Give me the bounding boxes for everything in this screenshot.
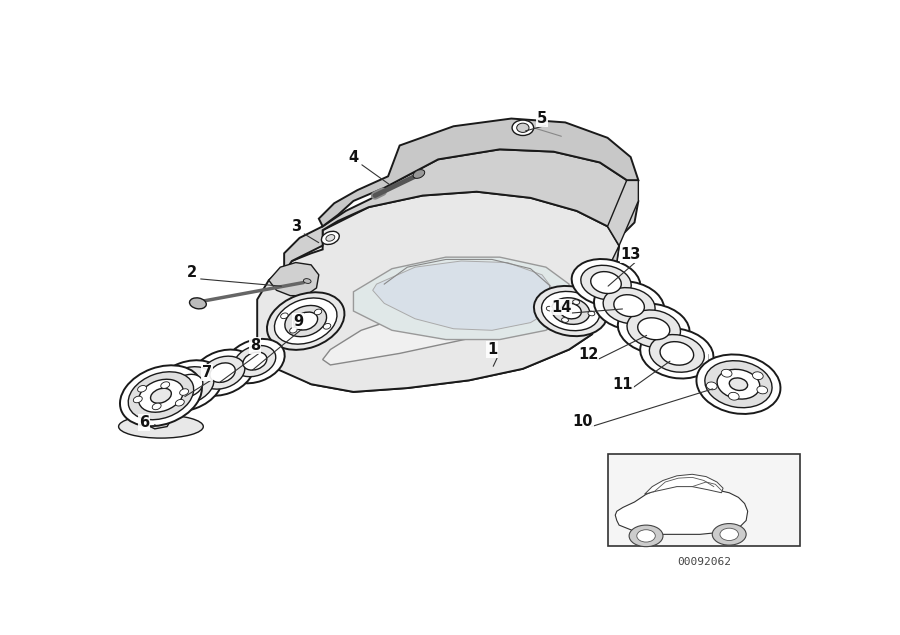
Ellipse shape	[162, 367, 214, 404]
Ellipse shape	[542, 291, 599, 331]
Text: 1: 1	[487, 342, 497, 357]
Text: 3: 3	[291, 219, 301, 234]
Ellipse shape	[712, 524, 746, 545]
Ellipse shape	[594, 281, 664, 330]
Ellipse shape	[210, 363, 235, 382]
Text: 7: 7	[202, 365, 212, 380]
Ellipse shape	[176, 399, 184, 406]
Text: 9: 9	[292, 314, 303, 328]
Text: 11: 11	[613, 377, 634, 392]
Ellipse shape	[180, 389, 189, 396]
Ellipse shape	[243, 352, 266, 370]
Ellipse shape	[150, 388, 171, 403]
Ellipse shape	[650, 335, 705, 372]
Ellipse shape	[580, 265, 631, 300]
Ellipse shape	[534, 286, 608, 336]
Polygon shape	[373, 261, 554, 330]
Ellipse shape	[225, 339, 284, 384]
Ellipse shape	[614, 295, 644, 317]
Text: 6: 6	[139, 415, 149, 430]
Polygon shape	[586, 272, 616, 296]
Ellipse shape	[161, 382, 170, 389]
Polygon shape	[616, 485, 748, 534]
Ellipse shape	[267, 292, 345, 350]
Polygon shape	[644, 474, 723, 494]
Ellipse shape	[192, 350, 254, 396]
Ellipse shape	[729, 378, 748, 391]
Ellipse shape	[546, 306, 554, 311]
Ellipse shape	[133, 396, 142, 403]
Ellipse shape	[293, 312, 318, 330]
Ellipse shape	[326, 234, 335, 241]
Ellipse shape	[603, 288, 655, 324]
Text: 13: 13	[620, 248, 641, 262]
Ellipse shape	[152, 403, 161, 410]
Ellipse shape	[572, 259, 641, 306]
Polygon shape	[705, 359, 709, 391]
Ellipse shape	[128, 371, 194, 420]
Ellipse shape	[728, 392, 739, 400]
Text: 8: 8	[250, 338, 260, 353]
Text: 14: 14	[551, 300, 572, 315]
Ellipse shape	[706, 382, 717, 390]
Ellipse shape	[290, 327, 297, 333]
Ellipse shape	[138, 385, 147, 392]
Ellipse shape	[638, 318, 670, 340]
Polygon shape	[584, 180, 638, 334]
Polygon shape	[322, 293, 577, 365]
Ellipse shape	[512, 120, 534, 135]
Ellipse shape	[721, 370, 732, 377]
Polygon shape	[269, 304, 592, 392]
Ellipse shape	[154, 360, 222, 411]
Text: 00092062: 00092062	[677, 558, 731, 568]
Polygon shape	[144, 406, 172, 429]
Text: 12: 12	[578, 347, 599, 363]
Polygon shape	[257, 192, 619, 392]
Polygon shape	[319, 119, 638, 226]
Ellipse shape	[234, 345, 275, 377]
Ellipse shape	[697, 354, 780, 414]
Text: 2: 2	[186, 265, 197, 280]
Ellipse shape	[200, 356, 245, 389]
Ellipse shape	[562, 318, 569, 323]
Ellipse shape	[752, 372, 763, 380]
Ellipse shape	[323, 323, 331, 329]
Ellipse shape	[629, 525, 663, 547]
Ellipse shape	[413, 170, 425, 178]
Bar	[608, 453, 800, 546]
Ellipse shape	[552, 298, 590, 324]
Ellipse shape	[660, 342, 694, 365]
Ellipse shape	[190, 298, 206, 309]
Ellipse shape	[618, 304, 689, 354]
Ellipse shape	[717, 370, 760, 399]
Ellipse shape	[314, 309, 322, 315]
Text: 4: 4	[348, 150, 358, 164]
Ellipse shape	[590, 272, 621, 293]
Polygon shape	[354, 257, 569, 340]
Ellipse shape	[640, 328, 714, 378]
Ellipse shape	[572, 300, 580, 304]
Ellipse shape	[274, 298, 337, 344]
Ellipse shape	[627, 310, 680, 347]
Ellipse shape	[139, 379, 184, 412]
Ellipse shape	[284, 305, 327, 337]
Text: 10: 10	[572, 413, 593, 429]
Text: 5: 5	[537, 111, 547, 126]
Ellipse shape	[588, 311, 595, 316]
Polygon shape	[269, 262, 319, 296]
Ellipse shape	[637, 530, 655, 542]
Ellipse shape	[560, 304, 581, 319]
Ellipse shape	[321, 231, 339, 244]
Polygon shape	[284, 149, 638, 272]
Ellipse shape	[120, 365, 202, 426]
Ellipse shape	[173, 374, 202, 397]
Ellipse shape	[757, 386, 768, 394]
Ellipse shape	[720, 528, 738, 540]
Ellipse shape	[517, 123, 529, 133]
Ellipse shape	[303, 279, 311, 283]
Ellipse shape	[705, 361, 772, 408]
Ellipse shape	[281, 313, 288, 319]
Ellipse shape	[119, 415, 203, 438]
